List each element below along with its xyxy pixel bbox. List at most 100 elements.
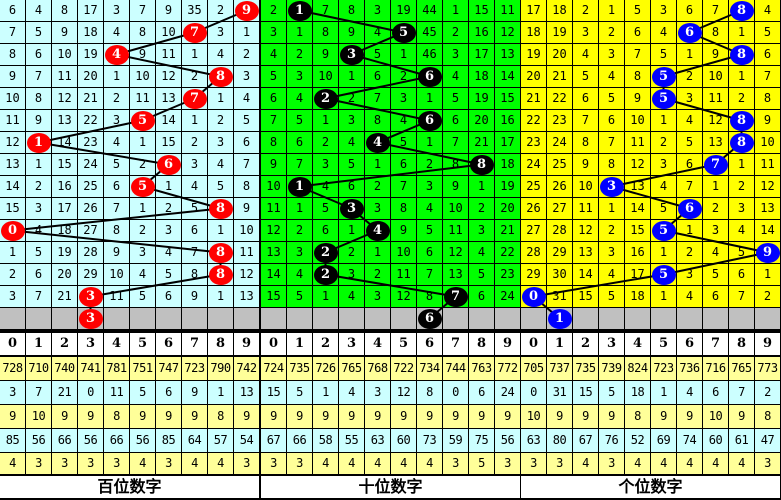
grid-cell: 29	[547, 242, 572, 263]
pending-cell	[156, 308, 181, 329]
stat-cell: 3	[547, 453, 572, 474]
grid-cell: 19	[52, 242, 77, 263]
grid-cell: 1	[599, 198, 624, 219]
stat-cell: 67	[261, 429, 286, 452]
grid-cell: 8	[703, 22, 728, 43]
next-hit-ball: 6	[417, 308, 442, 329]
grid-cell: 11	[703, 88, 728, 109]
stat-cell: 0	[443, 381, 468, 404]
hit-ball: 2	[313, 88, 338, 109]
grid-cell: 15	[261, 286, 286, 307]
grid-cell: 14	[52, 132, 77, 153]
grid-cell: 26	[521, 198, 546, 219]
panel-hundreds: 6 4 8 17 3 7 9 35 2 7 5 9 18 4 8 10 3 1 8 6 10 19 9 11 1 4 2 9 7 11 20…	[0, 0, 260, 500]
stat-cell: 9	[417, 405, 442, 428]
grid-cell: 9	[443, 176, 468, 197]
grid-cell: 1	[651, 110, 676, 131]
grid-cell: 4	[599, 66, 624, 87]
grid-cell: 2	[313, 132, 338, 153]
hit-ball: 1	[26, 132, 51, 153]
stat-cell: 723	[651, 357, 676, 380]
grid-cell: 6	[391, 154, 416, 175]
pending-cell	[339, 308, 364, 329]
grid-cell: 5	[469, 264, 494, 285]
hit-ball: 7	[182, 22, 207, 43]
pending-cell	[287, 308, 312, 329]
stat-cell: 8	[625, 405, 650, 428]
grid-cell: 4	[651, 22, 676, 43]
grid-cell: 5	[729, 242, 754, 263]
grid-cell: 2	[339, 88, 364, 109]
grid-cell: 1	[313, 286, 338, 307]
grid-cell: 5	[443, 88, 468, 109]
grid-cell: 2	[443, 22, 468, 43]
stat-cell: 63	[521, 429, 546, 452]
grid-cell: 30	[547, 264, 572, 285]
grid-cell: 4	[339, 132, 364, 153]
stat-cell: 763	[469, 357, 494, 380]
grid-cell: 8	[130, 22, 155, 43]
panel-title: 个位数字	[521, 476, 780, 498]
grid-cell: 1	[104, 66, 129, 87]
grid-cell: 4	[208, 154, 233, 175]
hit-ball: 5	[130, 110, 155, 131]
grid-cell: 11	[130, 88, 155, 109]
grid-cell: 7	[703, 0, 728, 21]
grid-cell: 2	[677, 66, 702, 87]
grid-cell: 1	[599, 0, 624, 21]
grid-cell: 6	[625, 22, 650, 43]
grid-cell: 10	[261, 176, 286, 197]
stat-cell: 3	[599, 453, 624, 474]
grid-cell: 31	[547, 286, 572, 307]
pending-cell	[52, 308, 77, 329]
grid-cell: 46	[417, 44, 442, 65]
stat-cell: 8	[755, 405, 780, 428]
grid-cell: 8	[443, 154, 468, 175]
hit-ball: 3	[78, 286, 103, 307]
hit-ball: 5	[651, 66, 676, 87]
grid-cell: 7	[599, 132, 624, 153]
stat-cell: 4	[339, 381, 364, 404]
grid-cell: 5	[26, 242, 51, 263]
stat-cell: 3	[0, 381, 25, 404]
stat-cell: 12	[391, 381, 416, 404]
digit-header: 1	[547, 333, 572, 355]
panel-units: 17 18 2 1 5 3 6 7 4 18 19 3 2 6 4 8 1 5 19 20 4 3 7 5 1 9 6 20 21 5 4 8…	[521, 0, 781, 500]
hit-ball: 7	[182, 88, 207, 109]
grid-cell: 6	[261, 88, 286, 109]
stat-cell: 4	[729, 453, 754, 474]
stat-cell: 3	[495, 453, 520, 474]
grid-cell: 5	[313, 198, 338, 219]
grid-cell: 2	[599, 220, 624, 241]
hit-ball: 8	[729, 132, 754, 153]
pending-cell	[573, 308, 598, 329]
stat-cell: 737	[547, 357, 572, 380]
grid-cell: 14	[0, 176, 25, 197]
pending-cell	[729, 308, 754, 329]
grid-cell: 6	[365, 66, 390, 87]
stat-cell: 4	[365, 453, 390, 474]
grid-cell: 2	[287, 220, 312, 241]
grid-cell: 3	[287, 242, 312, 263]
grid-cell: 4	[104, 22, 129, 43]
grid-cell: 3	[365, 0, 390, 21]
stat-cell: 67	[573, 429, 598, 452]
digit-header: 8	[469, 333, 494, 355]
stat-cell: 55	[339, 429, 364, 452]
stat-cell: 9	[651, 405, 676, 428]
grid-cell: 6	[677, 0, 702, 21]
grid-cell: 6	[469, 286, 494, 307]
pending-cell	[261, 308, 286, 329]
grid-cell: 21	[495, 220, 520, 241]
hit-ball: 4	[365, 220, 390, 241]
grid-cell: 8	[261, 132, 286, 153]
digit-header: 0	[521, 333, 546, 355]
grid-cell: 1	[208, 220, 233, 241]
stat-cell: 747	[156, 357, 181, 380]
hit-ball: 4	[104, 44, 129, 65]
grid-cell: 11	[234, 242, 259, 263]
digit-header: 6	[156, 333, 181, 355]
digit-header: 5	[651, 333, 676, 355]
grid-cell: 1	[234, 22, 259, 43]
grid-cell: 6	[573, 88, 598, 109]
